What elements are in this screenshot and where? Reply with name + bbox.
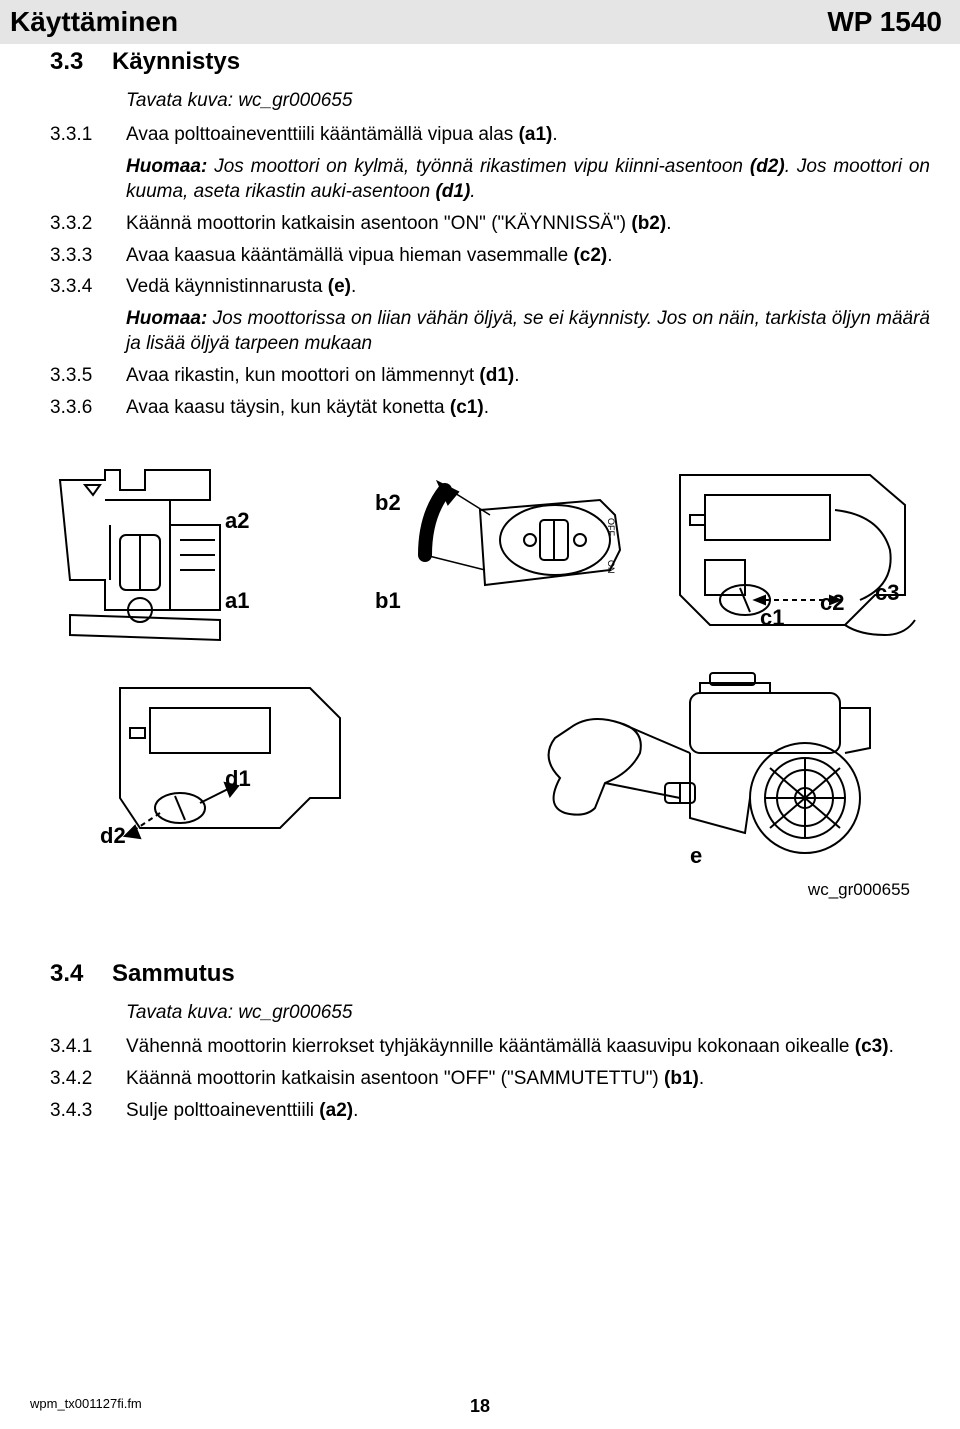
step-334: 3.3.4 Vedä käynnistinnarusta (e). bbox=[50, 274, 930, 300]
step-num: 3.4.1 bbox=[50, 1034, 126, 1060]
footer-filename: wpm_tx001127fi.fm bbox=[30, 1396, 142, 1411]
step-body: Sulje polttoaineventtiili (a2). bbox=[126, 1098, 930, 1124]
step-num: 3.4.2 bbox=[50, 1066, 126, 1092]
diagram-panel-c: c1 c2 c3 bbox=[650, 460, 930, 650]
step-num: 3.4.3 bbox=[50, 1098, 126, 1124]
step-332: 3.3.2 Käännä moottorin katkaisin asentoo… bbox=[50, 211, 930, 237]
step-num: 3.3.6 bbox=[50, 395, 126, 421]
label-a1: a1 bbox=[225, 588, 249, 614]
figref-id: wc_gr000655 bbox=[238, 1002, 352, 1023]
svg-text:ON: ON bbox=[606, 560, 616, 574]
figure-id: wc_gr000655 bbox=[808, 880, 910, 900]
step-335: 3.3.5 Avaa rikastin, kun moottori on läm… bbox=[50, 363, 930, 389]
section-num: 3.3 bbox=[50, 48, 112, 76]
figref-prefix: Tavata kuva: bbox=[126, 90, 233, 111]
step-342: 3.4.2 Käännä moottorin katkaisin asentoo… bbox=[50, 1066, 930, 1092]
step-body: Käännä moottorin katkaisin asentoon "ON"… bbox=[126, 211, 930, 237]
step-num: 3.3.5 bbox=[50, 363, 126, 389]
step-body: Avaa polttoaineventtiili kääntämällä vip… bbox=[126, 122, 930, 148]
diagram-panel-e: e bbox=[510, 668, 930, 868]
step-body: Avaa kaasua kääntämällä vipua hieman vas… bbox=[126, 243, 930, 269]
label-e: e bbox=[690, 843, 702, 869]
step-336: 3.3.6 Avaa kaasu täysin, kun käytät kone… bbox=[50, 395, 930, 421]
step-body: Avaa kaasu täysin, kun käytät konetta (c… bbox=[126, 395, 930, 421]
step-body: Vähennä moottorin kierrokset tyhjäkäynni… bbox=[126, 1034, 930, 1060]
figref-prefix: Tavata kuva: bbox=[126, 1002, 233, 1023]
footer: wpm_tx001127fi.fm 18 bbox=[0, 1396, 960, 1411]
section-num: 3.4 bbox=[50, 960, 112, 988]
section-title-text: Käynnistys bbox=[112, 48, 240, 76]
figure-reference: Tavata kuva: wc_gr000655 bbox=[126, 90, 930, 112]
label-c1: c1 bbox=[760, 605, 784, 631]
step-331: 3.3.1 Avaa polttoaineventtiili kääntämäl… bbox=[50, 122, 930, 148]
step-343: 3.4.3 Sulje polttoaineventtiili (a2). bbox=[50, 1098, 930, 1124]
section-title: Käyttäminen bbox=[10, 6, 178, 38]
note-label: Huomaa: bbox=[126, 156, 207, 177]
label-c3: c3 bbox=[875, 580, 899, 606]
figure-reference: Tavata kuva: wc_gr000655 bbox=[126, 1002, 930, 1024]
section-33-heading: 3.3 Käynnistys bbox=[50, 48, 930, 76]
step-333: 3.3.3 Avaa kaasua kääntämällä vipua hiem… bbox=[50, 243, 930, 269]
label-d2: d2 bbox=[100, 823, 126, 849]
header-bar: Käyttäminen WP 1540 bbox=[0, 0, 960, 44]
step-body: Vedä käynnistinnarusta (e). bbox=[126, 274, 930, 300]
step-num: 3.3.2 bbox=[50, 211, 126, 237]
step-341: 3.4.1 Vähennä moottorin kierrokset tyhjä… bbox=[50, 1034, 930, 1060]
svg-text:OFF: OFF bbox=[606, 518, 616, 536]
note-label: Huomaa: bbox=[126, 308, 207, 329]
label-a2: a2 bbox=[225, 508, 249, 534]
step-num: 3.3.4 bbox=[50, 274, 126, 300]
label-b2: b2 bbox=[375, 490, 401, 516]
model-number: WP 1540 bbox=[827, 6, 942, 38]
step-num: 3.3.3 bbox=[50, 243, 126, 269]
diagram-panel-d: d1 d2 bbox=[80, 668, 360, 868]
label-d1: d1 bbox=[225, 766, 251, 792]
step-num: 3.3.1 bbox=[50, 122, 126, 148]
note-1: Huomaa: Jos moottori on kylmä, työnnä ri… bbox=[126, 154, 930, 205]
diagram-panel-b: OFF ON b2 b1 bbox=[330, 460, 630, 650]
page: Käyttäminen WP 1540 3.3 Käynnistys Tavat… bbox=[0, 0, 960, 1429]
page-number: 18 bbox=[470, 1396, 490, 1417]
label-b1: b1 bbox=[375, 588, 401, 614]
content: 3.3 Käynnistys Tavata kuva: wc_gr000655 … bbox=[0, 44, 960, 1123]
section-title-text: Sammutus bbox=[112, 960, 235, 988]
label-c2: c2 bbox=[820, 590, 844, 616]
figref-id: wc_gr000655 bbox=[238, 90, 352, 111]
diagram-area: a2 a1 bbox=[50, 460, 930, 900]
diagram-panel-a: a2 a1 bbox=[50, 460, 310, 650]
section-34-heading: 3.4 Sammutus bbox=[50, 960, 930, 988]
step-body: Käännä moottorin katkaisin asentoon "OFF… bbox=[126, 1066, 930, 1092]
step-body: Avaa rikastin, kun moottori on lämmennyt… bbox=[126, 363, 930, 389]
note-2: Huomaa: Jos moottorissa on liian vähän ö… bbox=[126, 306, 930, 357]
